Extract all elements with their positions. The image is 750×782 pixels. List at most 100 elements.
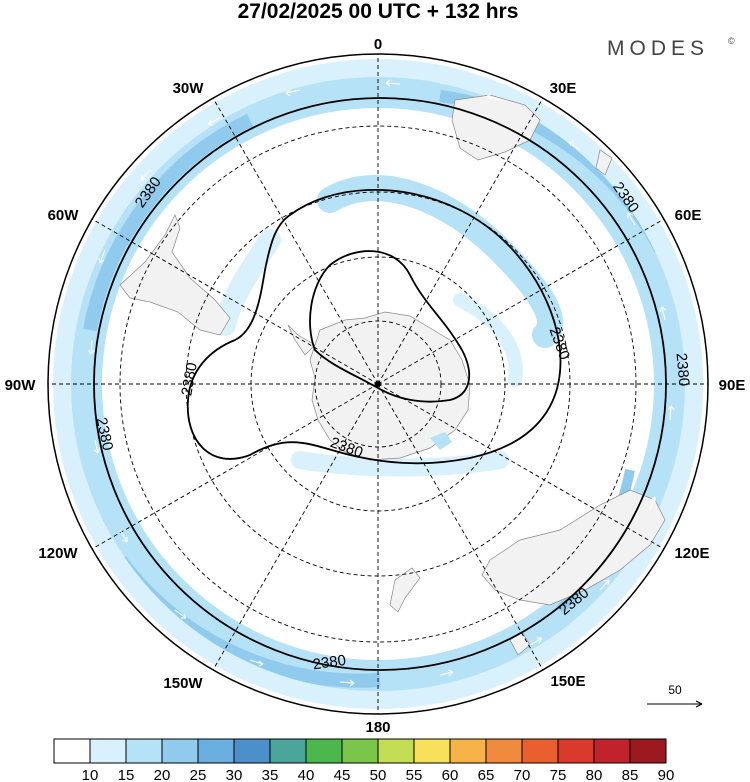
wind-vector [385, 79, 401, 87]
colorbar-swatch [305, 738, 343, 764]
lat-circle-50s [119, 125, 637, 643]
colorbar-tick-label: 20 [154, 767, 171, 782]
lon-label-60e: 60E [675, 207, 702, 224]
africa-tip [451, 94, 541, 161]
lon-label-120e: 120E [674, 545, 709, 562]
colorbar-swatches [53, 738, 667, 764]
inner-jet-streak-south [291, 451, 509, 477]
contour-label: 2380 [93, 416, 117, 452]
colorbar: 10 15 20 25 30 35 40 45 50 55 60 65 70 75 80 85 90 [53, 738, 675, 782]
meridian-60e [377, 218, 665, 385]
colorbar-swatch [89, 738, 127, 764]
colorbar-tick-label: 25 [190, 767, 207, 782]
ice-shelf-patch [430, 432, 452, 450]
colorbar-swatch [197, 738, 235, 764]
brand-name: MODES [607, 37, 709, 60]
brand-mark: © [728, 36, 735, 46]
colorbar-tick-label: 30 [226, 767, 243, 782]
new-zealand [389, 567, 421, 613]
wind-vector [93, 439, 101, 454]
colorbar-tick-label: 35 [262, 767, 279, 782]
reference-vector-label: 50 [668, 683, 682, 697]
wind-vector [439, 669, 454, 677]
contour-2380-inner [309, 250, 471, 403]
colorbar-tick-label: 70 [514, 767, 531, 782]
antarctic-peninsula [287, 324, 316, 356]
outer-jet-core-west [83, 113, 254, 332]
south-pole-marker [375, 381, 381, 387]
meridians [48, 54, 708, 714]
inner-jet-streak-east [453, 293, 523, 387]
lon-label-150w: 150W [163, 675, 203, 692]
colorbar-tick-label: 15 [118, 767, 135, 782]
map-title: 27/02/2025 00 UTC + 132 hrs [238, 0, 519, 23]
wind-vector [529, 637, 543, 646]
colorbar-tick-label: 75 [550, 767, 567, 782]
colorbar-tick-label: 45 [334, 767, 351, 782]
wind-vector [174, 609, 187, 619]
wind-vector [667, 405, 675, 421]
colorbar-ticks: 10 15 20 25 30 35 40 45 50 55 60 65 70 75 80 85 90 [82, 767, 675, 782]
inner-jet-streak-north [317, 175, 563, 348]
lon-label-0: 0 [374, 36, 382, 53]
wind-vector [140, 169, 151, 181]
colorbar-swatch [53, 738, 91, 764]
reference-vector-arrowhead [695, 700, 703, 708]
map-disc [48, 54, 708, 714]
wind-vector [627, 212, 636, 226]
wind-vector [568, 141, 581, 151]
wind-vector [285, 89, 301, 97]
australia [481, 489, 666, 606]
colorbar-swatch [377, 738, 415, 764]
lon-label-180: 180 [365, 719, 390, 736]
colorbar-tick-label: 40 [298, 767, 315, 782]
colorbar-tick-label: 80 [586, 767, 603, 782]
colorbar-tick-label: 90 [658, 767, 675, 782]
meridian-30w [212, 97, 379, 385]
longitude-labels: 0 30E 60E 90E 120E 150E 180 150W 120W 90… [5, 36, 746, 736]
colorbar-swatch [125, 738, 163, 764]
colorbar-tick-label: 55 [406, 767, 423, 782]
colorbar-swatch [449, 738, 487, 764]
wind-vector [486, 93, 501, 101]
colorbar-swatch [233, 738, 271, 764]
colorbar-swatch [485, 738, 523, 764]
wind-vector [599, 579, 610, 591]
colorbar-swatch [629, 738, 667, 764]
meridian-120w [91, 383, 379, 550]
meridian-60w [91, 218, 379, 385]
lon-label-150e: 150E [550, 673, 585, 690]
wind-vector [119, 529, 128, 543]
meridian-30e [377, 97, 544, 385]
colorbar-tick-label: 50 [370, 767, 387, 782]
colorbar-swatch [413, 738, 451, 764]
wind-vector [87, 339, 95, 355]
lon-label-90e: 90E [719, 377, 746, 394]
colorbar-tick-label: 85 [622, 767, 639, 782]
madagascar [595, 149, 613, 176]
lon-label-90w: 90W [5, 377, 37, 394]
lon-label-120w: 120W [38, 545, 78, 562]
meridian-150w [212, 383, 379, 671]
colorbar-tick-label: 60 [442, 767, 459, 782]
contour-label: 2380 [673, 352, 693, 387]
wind-vector [249, 659, 264, 667]
lon-label-30e: 30E [550, 80, 577, 97]
wind-vector [98, 249, 106, 264]
colorbar-swatch [593, 738, 631, 764]
colorbar-swatch [521, 738, 559, 764]
map-border [47, 53, 709, 715]
contour-2380-middle [186, 189, 562, 465]
colorbar-swatch [269, 738, 307, 764]
lon-label-30w: 30W [173, 80, 205, 97]
brand-logo: MODES © [607, 36, 735, 60]
wind-vector [339, 679, 355, 687]
colorbar-swatch [341, 738, 379, 764]
wind-vector [207, 117, 221, 126]
contour-label: 2380 [178, 361, 201, 397]
contour-label: 2380 [312, 652, 347, 673]
meridian-120e [377, 383, 665, 550]
south-america [119, 214, 231, 336]
wind-vector [659, 306, 667, 321]
